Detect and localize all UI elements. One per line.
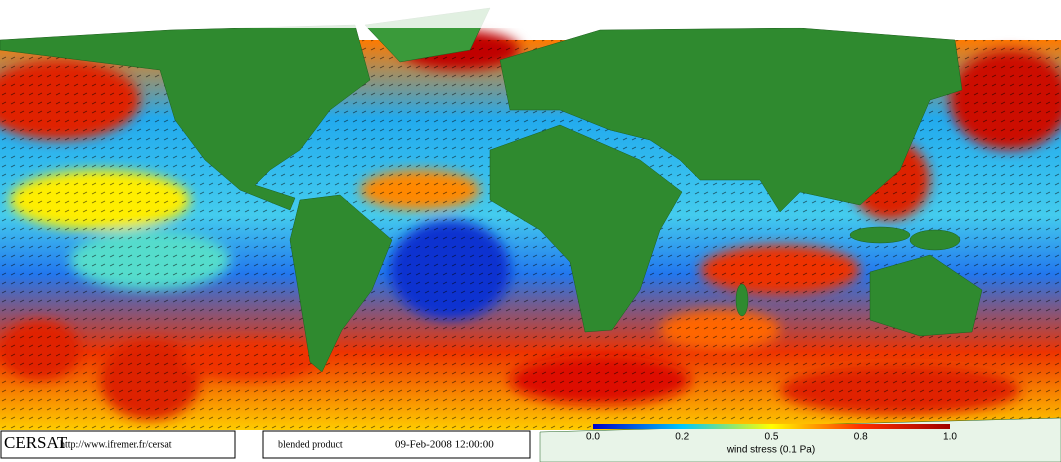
arctic — [0, 0, 1061, 28]
product-box — [262, 430, 531, 459]
product: blended product — [278, 439, 343, 450]
timestamp: 09-Feb-2008 12:00:00 — [395, 439, 494, 451]
colorbar-tick-label: 0.8 — [854, 432, 868, 443]
colorbar-tick-label: 1.0 — [943, 432, 957, 443]
url: http://www.ifremer.fr/cersat — [60, 439, 172, 450]
colorbar — [593, 424, 950, 429]
colorbar-tick-label: 0.5 — [765, 432, 779, 443]
logo: CERSAT — [4, 433, 68, 452]
credit-box — [0, 430, 236, 459]
colorbar-label: wind stress (0.1 Pa) — [726, 445, 815, 456]
colorbar-tick-label: 0.2 — [675, 432, 689, 443]
colorbar-tick-label: 0.0 — [586, 432, 600, 443]
